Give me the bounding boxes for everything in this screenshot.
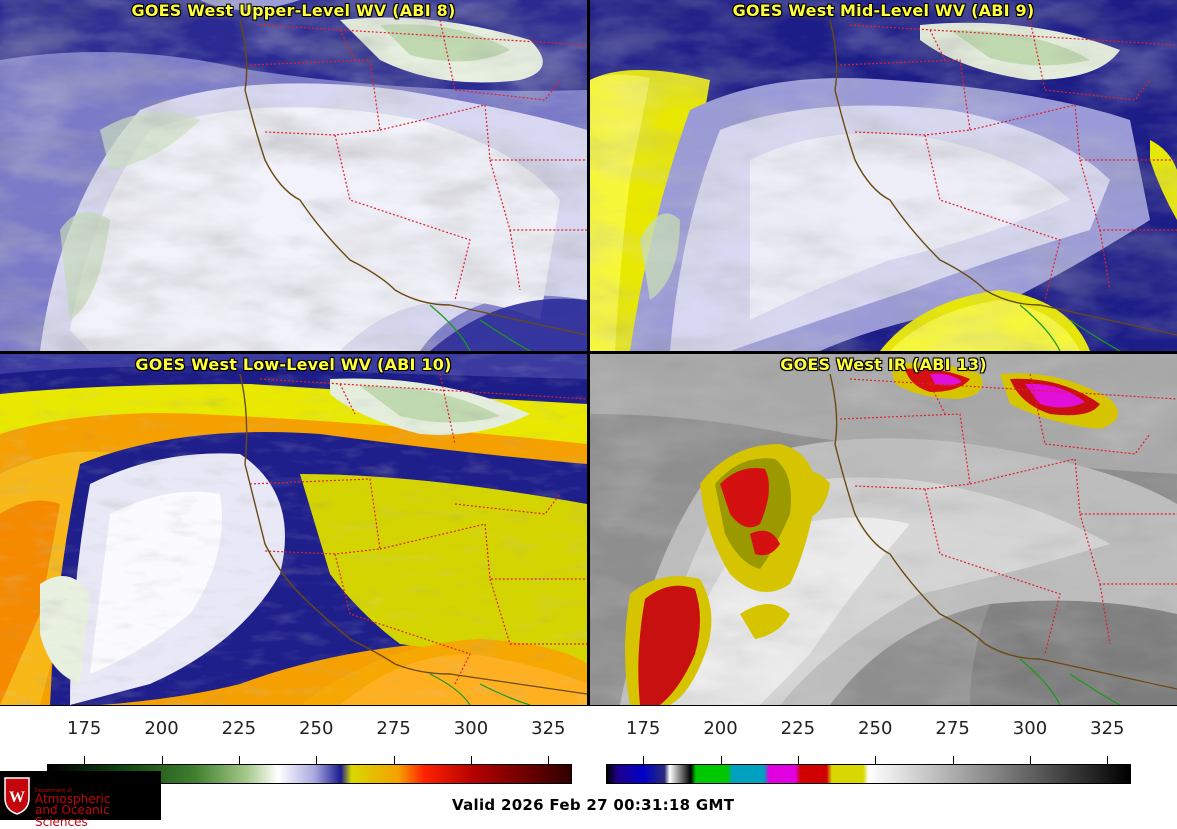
mid-level-wv-image (590, 0, 1177, 351)
ir-colorbar-gradient (606, 764, 1131, 784)
panel-title: GOES West IR (ABI 13) (780, 355, 987, 374)
panel-bottom-border (0, 705, 1177, 706)
colorbar-tick (84, 756, 86, 764)
colorbar-tick (720, 756, 722, 764)
panel-title: GOES West Low-Level WV (ABI 10) (135, 355, 452, 374)
colorbar-tick-label: 175 (66, 718, 102, 739)
colorbar-tick-label: 300 (1012, 718, 1048, 739)
colorbar-tick (470, 756, 472, 764)
logo-name-line2: and Oceanic Sciences (35, 803, 110, 829)
coastline (239, 19, 451, 306)
colorbar-tick (238, 756, 240, 764)
colorbar-tick (393, 756, 395, 764)
colorbar-tick-label: 200 (144, 718, 179, 739)
state-borders (839, 373, 1177, 655)
mexico-border (1019, 304, 1121, 351)
colorbar-tick-label: 300 (453, 718, 489, 739)
upper-level-wv-image (0, 0, 587, 351)
panel-title: GOES West Upper-Level WV (ABI 8) (131, 1, 456, 20)
colorbar-tick (548, 756, 550, 764)
colorbar-tick (316, 756, 318, 764)
colorbar-tick-label: 250 (299, 718, 334, 739)
colorbar-tick-label: 225 (780, 718, 816, 739)
upper-level-wv-panel: GOES West Upper-Level WV (ABI 8) (0, 0, 587, 351)
colorbar-tick (1029, 756, 1031, 764)
ir-colorbar: 175 200 225 250 275 300 325 (606, 718, 1131, 784)
water-vapor-colorbar: 175 200 225 250 275 300 325 (47, 718, 572, 784)
mid-level-wv-panel: GOES West Mid-Level WV (ABI 9) (590, 0, 1177, 351)
colorbar-tick-label: 325 (1090, 718, 1125, 739)
ir-image (590, 354, 1177, 705)
panel-divider-horizontal (0, 351, 1177, 354)
low-level-wv-panel: GOES West Low-Level WV (ABI 10) (0, 354, 587, 705)
colorbar-tick (643, 756, 645, 764)
colorbar-tick-label: 175 (625, 718, 661, 739)
uw-crest-icon: W (4, 777, 30, 815)
aos-logo: W Department of Atmospheric and Oceanic … (0, 771, 161, 828)
coastline (829, 373, 1041, 660)
colorbar-tick-label: 275 (935, 718, 970, 739)
colorbar-tick-label: 325 (531, 718, 566, 739)
panel-title: GOES West Mid-Level WV (ABI 9) (732, 1, 1035, 20)
low-level-wv-image (0, 354, 587, 705)
colorbar-tick-label: 225 (221, 718, 257, 739)
mexico-border (429, 304, 531, 351)
colorbar-tick (1107, 756, 1109, 764)
colorbar-tick-label: 200 (703, 718, 738, 739)
mexico-border (429, 673, 531, 705)
coastline (239, 373, 451, 675)
colorbar-tick (797, 756, 799, 764)
svg-text:W: W (9, 789, 25, 806)
mexico-border (1019, 658, 1121, 705)
state-borders (839, 19, 1177, 301)
colorbar-tick-label: 275 (376, 718, 411, 739)
cold-cloud-tops (625, 362, 1118, 705)
colorbar-tick-label: 250 (858, 718, 893, 739)
colorbar-tick (952, 756, 954, 764)
coastline (829, 19, 1041, 306)
colorbar-tick (875, 756, 877, 764)
valid-time: Valid 2026 Feb 27 00:31:18 GMT (452, 796, 735, 814)
ir-panel: GOES West IR (ABI 13) (590, 354, 1177, 705)
colorbar-tick (161, 756, 163, 764)
state-borders (249, 373, 587, 685)
logo-name-line1: Atmospheric (35, 792, 111, 806)
state-borders (249, 19, 587, 301)
logo-department: Department of (35, 788, 72, 794)
